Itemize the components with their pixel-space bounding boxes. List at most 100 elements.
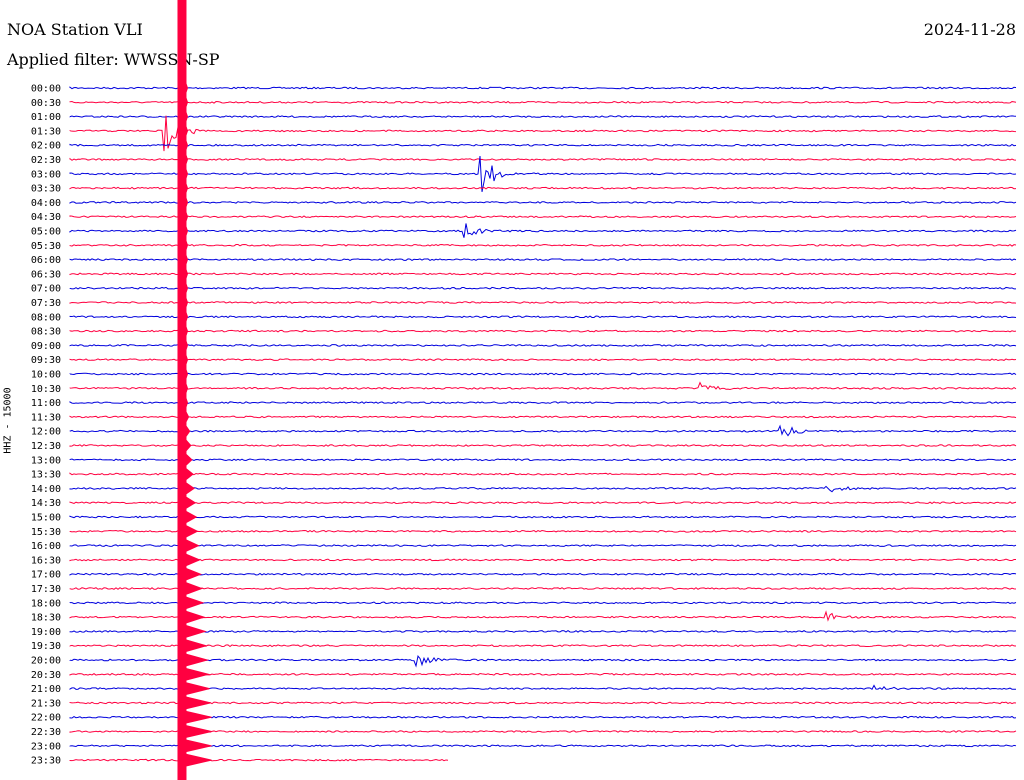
trace-line: [69, 401, 1017, 404]
row-tick-label: 18:00: [31, 598, 61, 609]
row-tick-label: 12:30: [31, 441, 61, 452]
row-tick-label: 02:00: [31, 141, 61, 152]
row-tick-label: 06:30: [31, 269, 61, 280]
row-tick-label: 22:00: [31, 713, 61, 724]
trace-line: [69, 601, 1017, 605]
row-tick-label: 09:00: [31, 341, 61, 352]
row-tick-label: 04:30: [31, 212, 61, 223]
row-tick-label: 01:30: [31, 126, 61, 137]
row-tick-label: 07:00: [31, 284, 61, 295]
trace-line: [69, 329, 1017, 333]
row-tick-label: 16:30: [31, 555, 61, 566]
trace-line: [69, 701, 1017, 705]
trace-line: [69, 143, 1017, 147]
trace-line: [69, 587, 1017, 590]
row-tick-label: 20:30: [31, 670, 61, 681]
trace-line: [69, 201, 1017, 204]
row-tick-label: 10:00: [31, 370, 61, 381]
trace-line: [69, 344, 1017, 347]
trace-line: [69, 100, 1017, 104]
row-tick-label: 02:30: [31, 155, 61, 166]
trace-line: [69, 485, 1017, 493]
row-tick-label: 00:00: [31, 84, 61, 95]
row-tick-label: 08:00: [31, 312, 61, 323]
row-tick-label: 06:00: [31, 255, 61, 266]
trace-line: [69, 272, 1017, 276]
trace-line: [69, 424, 1017, 437]
trace-line: [69, 501, 1017, 505]
row-tick-label: 13:00: [31, 455, 61, 466]
row-tick-label: 14:30: [31, 498, 61, 509]
trace-line: [69, 515, 1017, 519]
trace-line: [69, 655, 1017, 668]
row-tick-label: 15:30: [31, 527, 61, 538]
row-tick-label: 08:30: [31, 327, 61, 338]
row-tick-label: 07:30: [31, 298, 61, 309]
trace-line: [69, 715, 1017, 719]
station-title: NOA Station VLI: [7, 20, 143, 39]
trace-line: [69, 286, 1017, 290]
row-tick-label: 03:00: [31, 169, 61, 180]
trace-line: [69, 644, 1017, 648]
trace-line: [69, 758, 449, 762]
row-tick-label: 15:00: [31, 513, 61, 524]
trace-line: [69, 458, 1017, 462]
filter-label: Applied filter: WWSSN-SP: [7, 50, 220, 69]
row-tick-label: 22:30: [31, 727, 61, 738]
trace-line: [69, 186, 1017, 190]
trace-line: [69, 86, 1017, 90]
row-tick-label: 19:30: [31, 641, 61, 652]
trace-line: [69, 157, 1017, 161]
trace-line: [69, 372, 1017, 376]
row-tick-label: 01:00: [31, 112, 61, 123]
row-tick-label: 09:30: [31, 355, 61, 366]
row-tick-label: 12:00: [31, 427, 61, 438]
row-tick-label: 05:30: [31, 241, 61, 252]
row-tick-label: 11:30: [31, 412, 61, 423]
row-tick-label: 20:00: [31, 656, 61, 667]
trace-line: [69, 744, 1017, 748]
trace-line: [69, 529, 1017, 533]
trace-line: [69, 672, 1017, 676]
trace-line: [69, 629, 1017, 633]
trace-line: [69, 301, 1017, 304]
trace-line: [69, 243, 1017, 247]
row-tick-label: 10:30: [31, 384, 61, 395]
main-quake-band: [177, 0, 187, 780]
trace-line: [69, 381, 1017, 391]
row-tick-label: 00:30: [31, 98, 61, 109]
trace-line: [69, 358, 1017, 362]
trace-line: [69, 258, 1017, 261]
trace-line: [69, 156, 1017, 192]
trace-line: [69, 610, 1017, 622]
row-tick-label: 05:00: [31, 227, 61, 238]
row-tick-label: 18:30: [31, 613, 61, 624]
row-tick-label: 04:00: [31, 198, 61, 209]
trace-line: [69, 415, 1017, 419]
trace-line: [69, 558, 1016, 562]
trace-line: [69, 544, 1017, 547]
row-tick-label: 17:00: [31, 570, 61, 581]
row-tick-label: 13:30: [31, 470, 61, 481]
date-label: 2024-11-28: [923, 20, 1016, 39]
row-tick-label: 21:30: [31, 698, 61, 709]
trace-line: [69, 115, 1017, 118]
trace-line: [69, 115, 1017, 152]
row-tick-label: 14:00: [31, 484, 61, 495]
trace-line: [69, 315, 1017, 319]
trace-line: [69, 444, 1017, 447]
row-tick-label: 11:00: [31, 398, 61, 409]
row-tick-label: 23:00: [31, 741, 61, 752]
trace-line: [69, 223, 1017, 238]
row-tick-label: 17:30: [31, 584, 61, 595]
main-quake-coda: [185, 81, 212, 767]
trace-line: [69, 730, 1017, 733]
trace-line: [69, 684, 1017, 691]
trace-line: [69, 572, 1017, 576]
trace-line: [69, 472, 1017, 476]
row-tick-label: 16:00: [31, 541, 61, 552]
row-tick-label: 21:00: [31, 684, 61, 695]
row-tick-label: 03:30: [31, 184, 61, 195]
trace-line: [69, 215, 1017, 219]
